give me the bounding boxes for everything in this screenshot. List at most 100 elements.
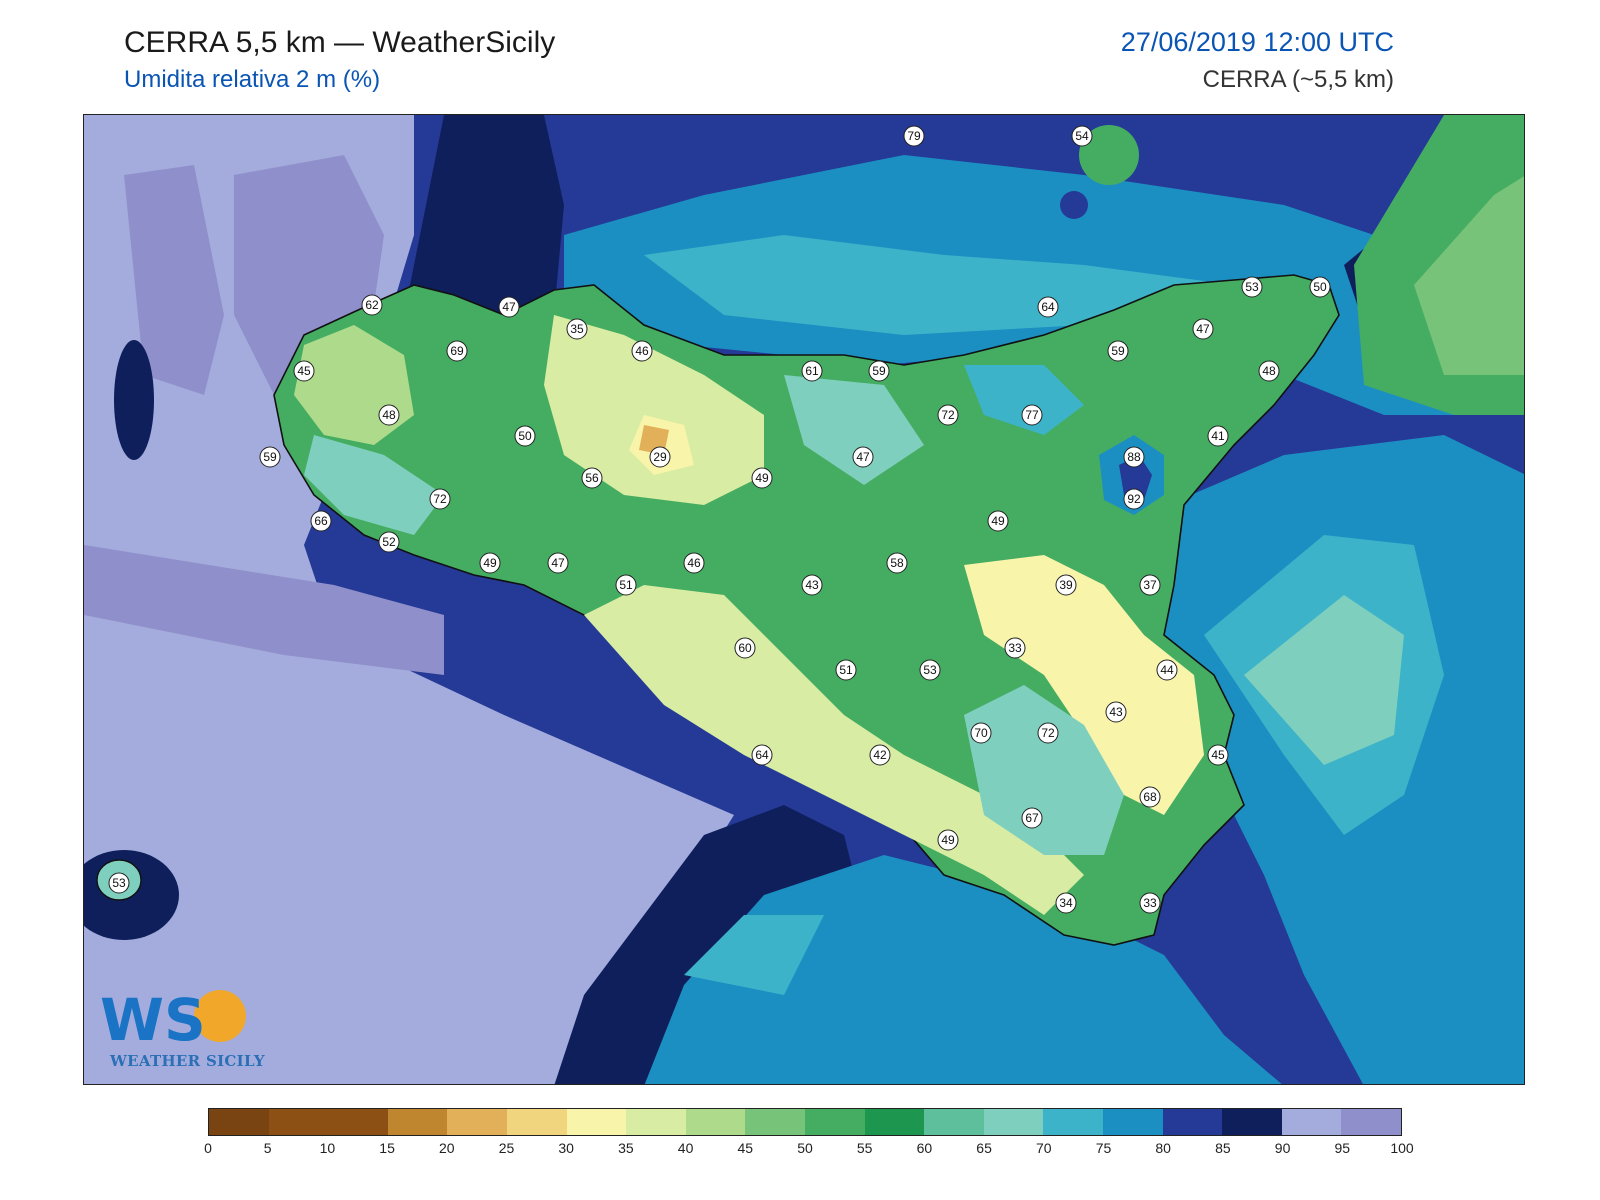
station-marker[interactable] <box>1071 125 1093 147</box>
station-value: 54 <box>1075 129 1089 143</box>
station-value: 88 <box>1127 450 1141 464</box>
station-value: 49 <box>991 514 1005 528</box>
humidity-map[interactable]: 79 54 62 47 35 69 46 45 48 61 59 64 53 50 47 59 48 72 77 41… <box>83 114 1525 1085</box>
station-marker[interactable] <box>1192 318 1214 340</box>
sicily-inner-north-teal <box>784 375 924 485</box>
station-marker[interactable] <box>1105 701 1127 723</box>
station-value: 47 <box>502 300 516 314</box>
station-marker[interactable] <box>1309 276 1331 298</box>
colorbar-ticks: 0 5 10 15 20 25 30 35 40 45 50 55 60 65 70 75 80 85 90 95 10… <box>204 1140 1414 1160</box>
station-marker[interactable] <box>631 340 653 362</box>
marettimo-island <box>114 340 154 460</box>
station-marker[interactable] <box>293 360 315 382</box>
station-marker[interactable] <box>970 722 992 744</box>
station-marker[interactable] <box>1123 488 1145 510</box>
station-marker[interactable] <box>310 510 332 532</box>
station-marker[interactable] <box>581 467 603 489</box>
station-marker[interactable] <box>835 659 857 681</box>
station-value: 50 <box>518 429 532 443</box>
station-marker[interactable] <box>1037 722 1059 744</box>
station-value: 72 <box>941 408 955 422</box>
station-marker[interactable] <box>734 637 756 659</box>
station-marker[interactable] <box>1139 786 1161 808</box>
colorbar-swatch <box>745 1109 805 1135</box>
colorbar-swatch <box>566 1109 627 1135</box>
station-marker[interactable] <box>751 744 773 766</box>
station-marker[interactable] <box>1139 892 1161 914</box>
station-marker[interactable] <box>683 552 705 574</box>
station-value: 92 <box>1127 492 1141 506</box>
station-marker[interactable] <box>751 467 773 489</box>
colorbar-tick-label: 75 <box>1095 1140 1112 1156</box>
station-marker[interactable] <box>886 552 908 574</box>
station-marker[interactable] <box>1107 340 1129 362</box>
station-value: 39 <box>1059 578 1073 592</box>
station-value: 53 <box>923 663 937 677</box>
station-marker[interactable] <box>566 318 588 340</box>
station-value: 49 <box>483 556 497 570</box>
station-marker[interactable] <box>649 446 671 468</box>
station-marker[interactable] <box>919 659 941 681</box>
station-value: 47 <box>1196 322 1210 336</box>
station-marker[interactable] <box>446 340 468 362</box>
station-value: 37 <box>1143 578 1157 592</box>
station-marker[interactable] <box>378 531 400 553</box>
station-marker[interactable] <box>1241 276 1263 298</box>
station-marker[interactable] <box>937 404 959 426</box>
sea-band-ionian-green <box>1244 595 1404 765</box>
station-marker[interactable] <box>1207 744 1229 766</box>
station-marker[interactable] <box>801 574 823 596</box>
station-marker[interactable] <box>1021 807 1043 829</box>
station-marker[interactable] <box>1123 446 1145 468</box>
colorbar-tick-label: 45 <box>737 1140 754 1156</box>
colorbar-swatch <box>328 1109 388 1135</box>
station-marker[interactable] <box>108 872 130 894</box>
station-marker[interactable] <box>1021 404 1043 426</box>
station-marker[interactable] <box>868 360 890 382</box>
station-marker[interactable] <box>1055 892 1077 914</box>
station-marker[interactable] <box>429 488 451 510</box>
sicily-inner-southeast-yellow <box>964 555 1204 815</box>
station-value: 44 <box>1160 663 1174 677</box>
station-value: 41 <box>1211 429 1225 443</box>
station-marker[interactable] <box>937 829 959 851</box>
station-marker[interactable] <box>1004 637 1026 659</box>
station-marker[interactable] <box>869 744 891 766</box>
station-marker[interactable] <box>801 360 823 382</box>
station-value: 48 <box>382 408 396 422</box>
colorbar-swatch <box>1043 1109 1103 1135</box>
station-marker[interactable] <box>1055 574 1077 596</box>
station-marker[interactable] <box>514 425 536 447</box>
station-marker[interactable] <box>1139 574 1161 596</box>
station-marker[interactable] <box>361 294 383 316</box>
station-marker[interactable] <box>1258 360 1280 382</box>
station-value: 59 <box>872 364 886 378</box>
station-marker[interactable] <box>903 125 925 147</box>
colorbar-tick-label: 90 <box>1274 1140 1291 1156</box>
station-marker[interactable] <box>987 510 1009 532</box>
colorbar-tick-label: 10 <box>319 1140 336 1156</box>
station-marker[interactable] <box>852 446 874 468</box>
sicily-inner-northeast-teal <box>964 365 1084 435</box>
station-marker[interactable] <box>1156 659 1178 681</box>
colorbar-tick-label: 85 <box>1215 1140 1231 1156</box>
station-marker[interactable] <box>259 446 281 468</box>
colorbar-swatch <box>387 1109 448 1135</box>
sicily-inner-west-teal <box>304 435 444 535</box>
station-marker[interactable] <box>479 552 501 574</box>
station-marker[interactable] <box>498 296 520 318</box>
colorbar-tick-label: 5 <box>263 1140 272 1156</box>
station-marker[interactable] <box>1037 296 1059 318</box>
station-marker[interactable] <box>1207 425 1229 447</box>
station-marker[interactable] <box>615 574 637 596</box>
station-value: 72 <box>433 492 447 506</box>
station-value: 43 <box>1109 705 1123 719</box>
valid-datetime: 27/06/2019 12:00 UTC <box>1120 27 1394 57</box>
colorbar-swatch <box>983 1109 1044 1135</box>
colorbar-tick-label: 0 <box>204 1140 212 1156</box>
station-value: 34 <box>1059 896 1073 910</box>
station-value: 69 <box>450 344 464 358</box>
station-marker[interactable] <box>378 404 400 426</box>
station-value: 62 <box>365 298 379 312</box>
station-marker[interactable] <box>547 552 569 574</box>
